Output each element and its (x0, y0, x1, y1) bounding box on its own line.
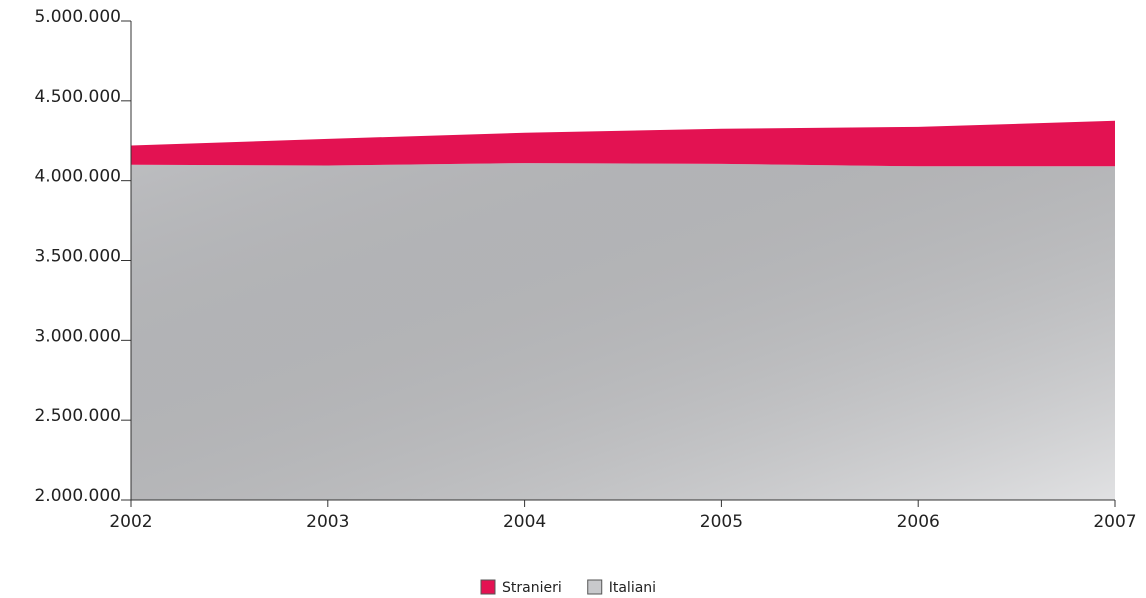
area (131, 120, 1115, 167)
legend-label: Stranieri (502, 580, 562, 596)
x-tick-label: 2005 (700, 512, 743, 532)
x-tick-label: 2002 (109, 512, 152, 532)
x-tick-label: 2004 (503, 512, 546, 532)
y-tick-label: 3.500.000 (34, 247, 121, 267)
y-tick-label: 5.000.000 (34, 7, 121, 27)
y-tick-label: 2.500.000 (34, 406, 121, 426)
y-tick-label: 4.500.000 (34, 87, 121, 107)
x-tick-label: 2006 (897, 512, 940, 532)
y-tick-label: 3.000.000 (34, 326, 121, 346)
legend-swatch (480, 579, 496, 595)
y-tick-label: 2.000.000 (34, 486, 121, 506)
y-tick-label: 4.000.000 (34, 167, 121, 187)
legend-label: Italiani (609, 580, 656, 596)
area-shade (131, 163, 1115, 500)
legend-swatch (587, 579, 603, 595)
x-tick-label: 2007 (1093, 512, 1136, 532)
x-tick-label: 2003 (306, 512, 349, 532)
